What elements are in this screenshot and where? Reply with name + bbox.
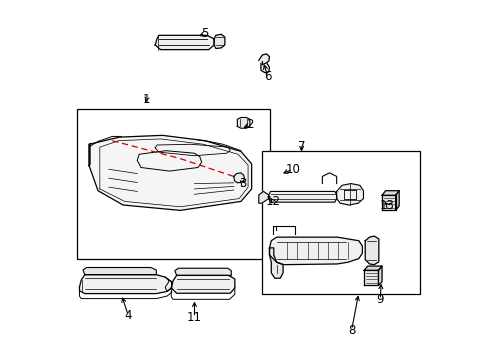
Text: 4: 4: [124, 309, 132, 322]
Polygon shape: [381, 195, 395, 210]
Bar: [262, 152, 419, 294]
Text: 11: 11: [186, 311, 202, 324]
Text: 3: 3: [239, 177, 246, 190]
Text: 5: 5: [201, 27, 208, 40]
Polygon shape: [233, 173, 244, 183]
Text: 10: 10: [285, 163, 300, 176]
Polygon shape: [268, 192, 336, 202]
Text: 2: 2: [245, 118, 253, 131]
Polygon shape: [364, 270, 378, 285]
Text: 12: 12: [265, 195, 280, 208]
Polygon shape: [155, 35, 214, 50]
Text: 7: 7: [297, 140, 305, 153]
Polygon shape: [80, 275, 171, 294]
Polygon shape: [336, 184, 363, 205]
Polygon shape: [214, 34, 224, 49]
Polygon shape: [381, 191, 398, 195]
Bar: [77, 109, 269, 258]
Text: 1: 1: [142, 93, 150, 106]
Text: 6: 6: [264, 70, 271, 83]
Polygon shape: [269, 237, 362, 265]
Polygon shape: [365, 236, 378, 265]
Polygon shape: [175, 268, 231, 275]
Polygon shape: [269, 248, 283, 278]
Polygon shape: [258, 192, 268, 203]
Text: 8: 8: [347, 324, 355, 337]
Polygon shape: [83, 267, 156, 275]
Polygon shape: [364, 266, 381, 270]
Polygon shape: [237, 117, 249, 128]
Polygon shape: [395, 191, 398, 210]
Polygon shape: [258, 54, 269, 73]
Polygon shape: [378, 266, 381, 285]
Text: 9: 9: [376, 293, 383, 306]
Polygon shape: [171, 275, 234, 293]
Text: 13: 13: [379, 198, 394, 212]
Polygon shape: [89, 135, 251, 210]
